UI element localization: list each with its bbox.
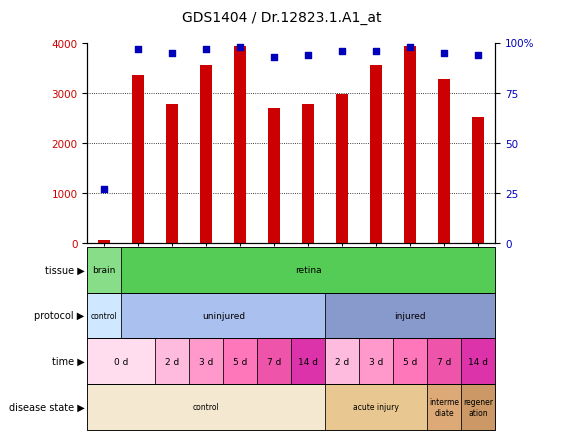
Point	[100, 186, 109, 193]
Point	[474, 52, 483, 59]
Bar	[404, 46, 417, 243]
Text: disease state ▶: disease state ▶	[8, 402, 84, 412]
Point	[168, 50, 177, 57]
Bar	[302, 104, 314, 243]
Bar	[234, 46, 246, 243]
Text: brain: brain	[92, 266, 116, 275]
Point	[202, 46, 211, 53]
Text: control: control	[91, 311, 118, 320]
Bar	[200, 66, 212, 243]
Text: 14 d: 14 d	[468, 357, 489, 366]
Point	[270, 54, 279, 61]
Text: acute injury: acute injury	[354, 402, 399, 411]
Text: control: control	[193, 402, 220, 411]
Point	[406, 44, 415, 51]
Point	[372, 48, 381, 55]
Text: 2 d: 2 d	[335, 357, 350, 366]
Text: tissue ▶: tissue ▶	[44, 265, 84, 275]
Text: time ▶: time ▶	[52, 356, 84, 366]
Point	[304, 52, 313, 59]
Text: 2 d: 2 d	[165, 357, 180, 366]
Point	[440, 50, 449, 57]
Text: 0 d: 0 d	[114, 357, 128, 366]
Bar	[132, 76, 144, 243]
Text: 5 d: 5 d	[233, 357, 248, 366]
Text: 5 d: 5 d	[403, 357, 418, 366]
Bar	[370, 66, 382, 243]
Bar	[99, 240, 110, 243]
Bar	[472, 117, 484, 243]
Point	[338, 48, 347, 55]
Text: GDS1404 / Dr.12823.1.A1_at: GDS1404 / Dr.12823.1.A1_at	[182, 11, 381, 25]
Point	[236, 44, 245, 51]
Text: 14 d: 14 d	[298, 357, 318, 366]
Text: regener
ation: regener ation	[463, 397, 493, 417]
Text: 7 d: 7 d	[267, 357, 282, 366]
Point	[134, 46, 143, 53]
Bar	[337, 94, 348, 243]
Text: uninjured: uninjured	[202, 311, 245, 320]
Text: 3 d: 3 d	[199, 357, 213, 366]
Text: protocol ▶: protocol ▶	[34, 311, 84, 321]
Text: retina: retina	[295, 266, 321, 275]
Text: 3 d: 3 d	[369, 357, 383, 366]
Text: 7 d: 7 d	[437, 357, 452, 366]
Bar	[166, 104, 178, 243]
Bar	[269, 108, 280, 243]
Bar	[439, 79, 450, 243]
Text: injured: injured	[395, 311, 426, 320]
Text: interme
diate: interme diate	[430, 397, 459, 417]
